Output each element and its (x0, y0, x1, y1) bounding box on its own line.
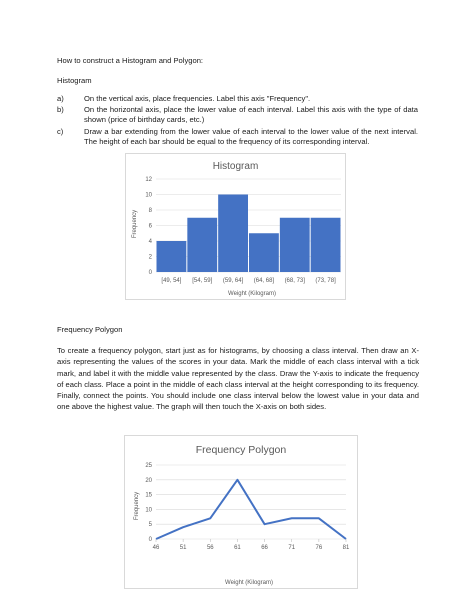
histogram-ylabel: Frequency (132, 210, 138, 238)
step-b-text: On the horizontal axis, place the lower … (84, 105, 418, 125)
step-b-label: b) (57, 105, 64, 114)
histogram-xtick-label: [49, 54] (161, 278, 181, 284)
histogram-xtick-label: (73, 78] (315, 278, 336, 284)
histogram-xtick-label: (68, 73] (285, 278, 306, 284)
histogram-heading: Histogram (57, 76, 92, 85)
histogram-ytick-label: 10 (145, 193, 152, 199)
histogram-chart: Histogram Frequency Weight (Kilogram) 0 2… (125, 153, 346, 300)
histogram-bar (249, 233, 279, 272)
histogram-ytick-label: 2 (149, 255, 153, 261)
polygon-heading: Frequency Polygon (57, 325, 123, 334)
polygon-ytick-label: 15 (145, 493, 152, 499)
histogram-ytick-label: 12 (145, 177, 152, 183)
polygon-ytick-label: 0 (149, 537, 153, 543)
histogram-bar (156, 241, 187, 272)
polygon-xtick-label: 66 (261, 545, 268, 551)
polygon-ytick-label: 25 (145, 463, 152, 469)
polygon-ytick-label: 20 (145, 478, 152, 484)
histogram-xtick-label: (64, 68] (254, 278, 275, 284)
polygon-xtick-label: 76 (316, 545, 323, 551)
histogram-ytick-label: 6 (149, 224, 153, 230)
polygon-xtick-label: 81 (343, 545, 350, 551)
polygon-xtick-label: 46 (153, 545, 160, 551)
polygon-xtick-label: 61 (234, 545, 241, 551)
polygon-ytick-label: 5 (149, 522, 153, 528)
polygon-series-line (155, 478, 347, 540)
histogram-svg: Histogram Frequency Weight (Kilogram) 0 2… (132, 161, 341, 297)
histogram-ytick-label: 8 (149, 208, 153, 214)
polygon-xtick-label: 71 (288, 545, 295, 551)
histogram-xlabel: Weight (Kilogram) (228, 291, 276, 297)
histogram-bar (279, 217, 310, 272)
step-c-text: Draw a bar extending from the lower valu… (84, 127, 418, 147)
histogram-bar (218, 194, 248, 272)
histogram-xtick-label: (59, 64] (223, 278, 244, 284)
polygon-ylabel: Frequency (134, 492, 140, 520)
histogram-bar (310, 217, 341, 272)
polygon-xlabel: Weight (Kilogram) (225, 580, 273, 586)
histogram-bar (187, 217, 218, 272)
histogram-title: Histogram (213, 161, 259, 172)
polygon-paragraph: To create a frequency polygon, start jus… (57, 346, 419, 412)
step-a-text: On the vertical axis, place frequencies.… (84, 94, 311, 103)
document-title: How to construct a Histogram and Polygon… (57, 56, 204, 65)
step-a-label: a) (57, 94, 64, 103)
polygon-xtick-label: 51 (180, 545, 187, 551)
polygon-chart: Frequency Polygon Frequency Weight (Kilo… (124, 435, 358, 589)
histogram-ytick-label: 0 (149, 270, 153, 276)
histogram-xtick-label: [54, 59] (192, 278, 212, 284)
polygon-title: Frequency Polygon (196, 444, 287, 456)
polygon-ytick-label: 10 (145, 507, 152, 513)
histogram-ytick-label: 4 (149, 239, 153, 245)
polygon-svg: Frequency Polygon Frequency Weight (Kilo… (134, 444, 350, 586)
step-c-label: c) (57, 127, 64, 136)
polygon-xtick-label: 56 (207, 545, 214, 551)
